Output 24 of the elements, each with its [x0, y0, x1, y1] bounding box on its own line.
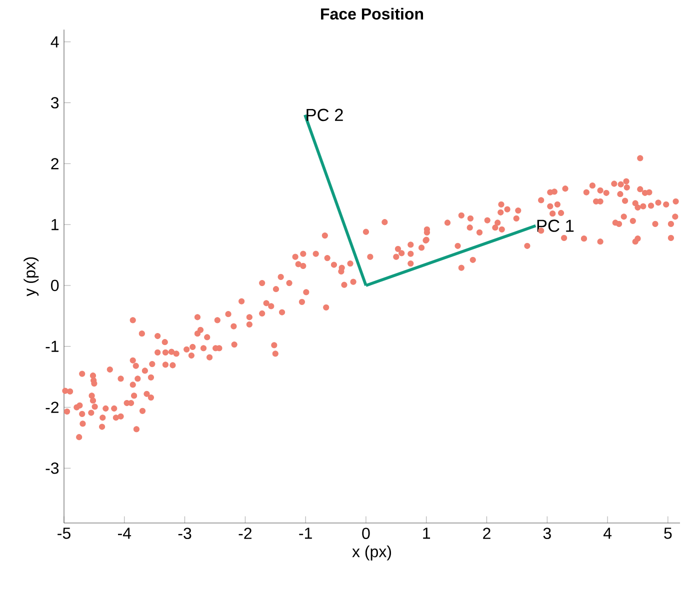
y-tick-label: -3	[46, 462, 59, 474]
y-tick-label: 0	[51, 280, 59, 292]
y-tick-label: 3	[51, 97, 59, 108]
x-tick-label: 1	[423, 528, 430, 539]
y-tick-label: 2	[51, 158, 58, 170]
y-tick-label: -2	[46, 402, 58, 413]
y-tick-label: 4	[50, 36, 59, 48]
y-axis-title: y (px)	[24, 257, 39, 296]
annotation: PC 2	[306, 108, 343, 122]
annotation: PC 1	[537, 220, 574, 232]
x-axis-title: x (px)	[352, 546, 391, 560]
x-tick-label: 2	[483, 528, 490, 539]
y-tick-label: -1	[46, 340, 59, 352]
x-tick-label: 3	[543, 528, 551, 540]
x-tick-label: -4	[118, 528, 132, 539]
x-tick-label: 4	[603, 528, 612, 539]
chart-title: Face Position	[321, 8, 424, 20]
x-tick-label: 5	[664, 528, 672, 539]
x-tick-label: 0	[362, 528, 370, 540]
x-tick-label: -3	[178, 528, 192, 540]
x-tick-label: -1	[299, 528, 312, 539]
y-tick-label: 1	[52, 219, 59, 230]
x-tick-label: -2	[238, 528, 252, 539]
x-tick-label: -5	[58, 528, 70, 539]
